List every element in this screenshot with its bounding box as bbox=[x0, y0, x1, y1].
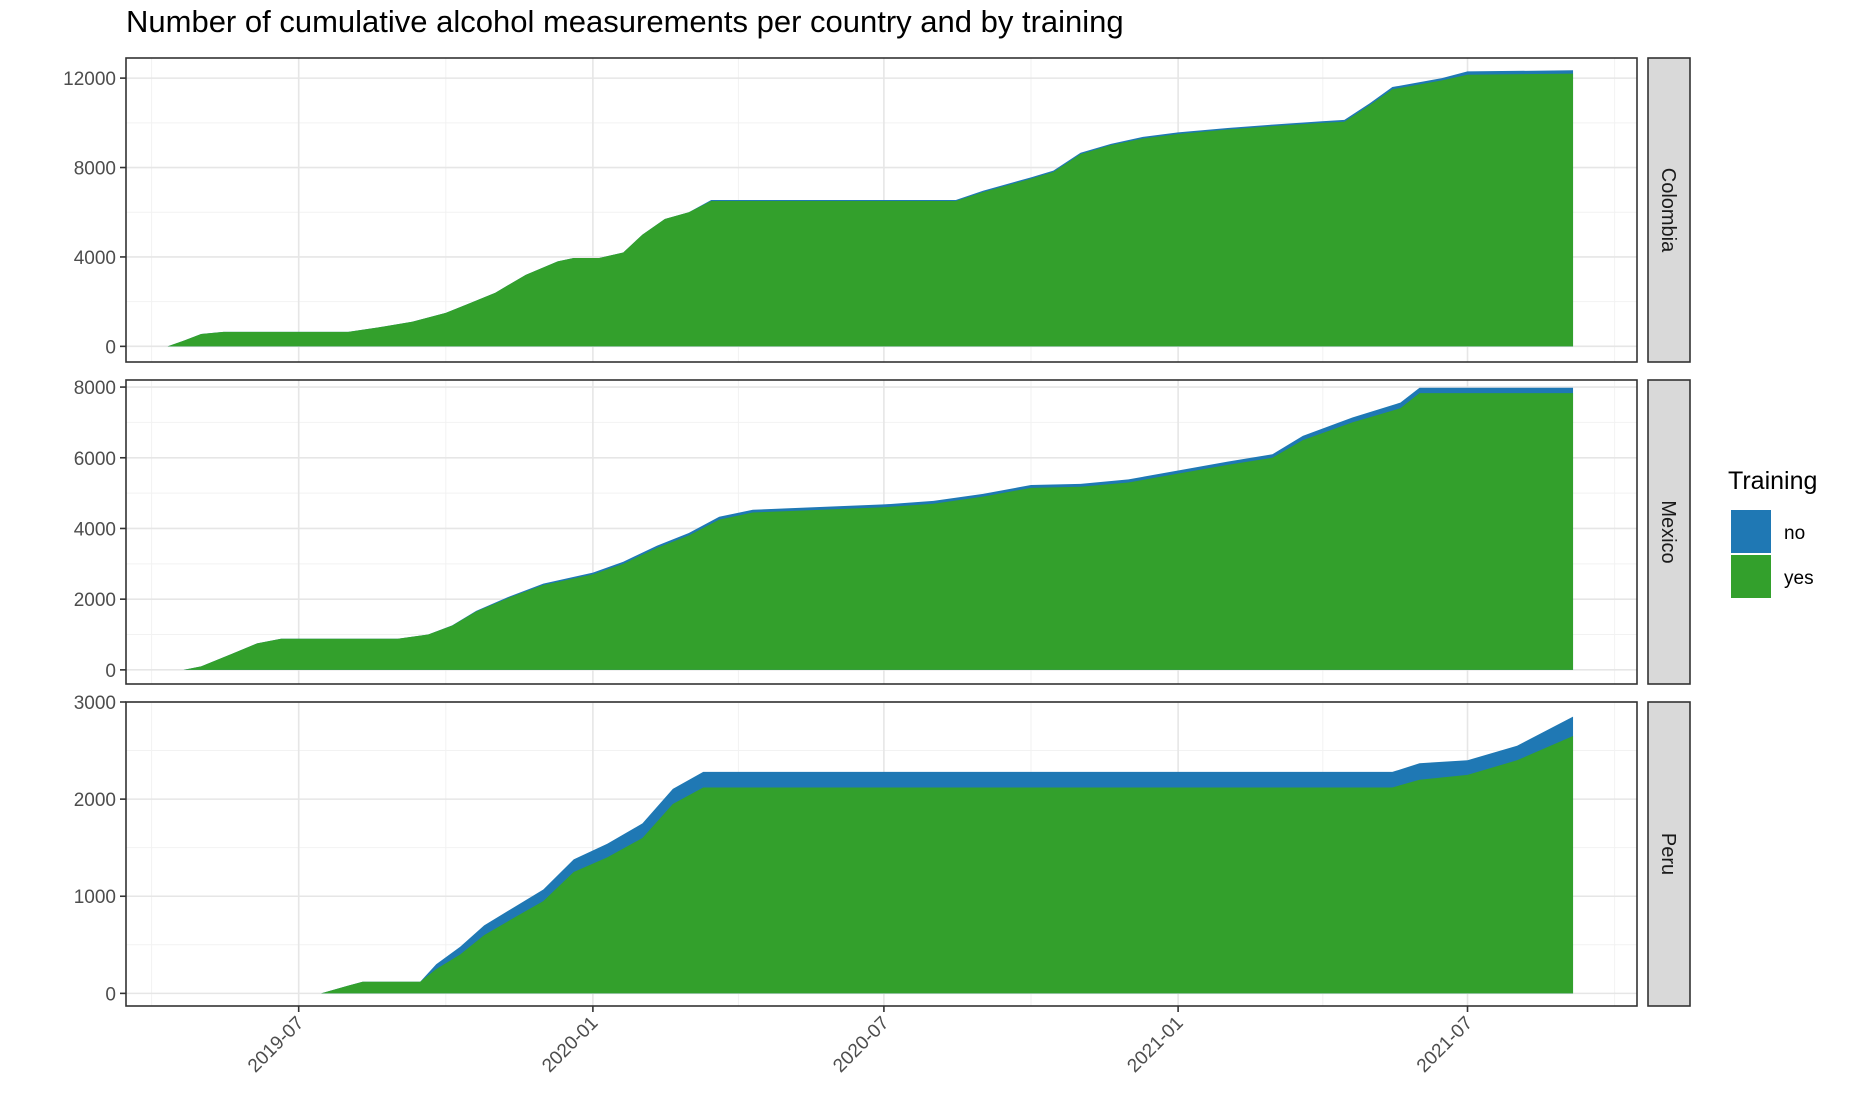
legend-key-yes bbox=[1731, 555, 1771, 598]
legend-label: yes bbox=[1784, 568, 1814, 589]
y-tick-label: 12000 bbox=[63, 69, 116, 90]
y-tick-label: 4000 bbox=[74, 248, 116, 269]
y-tick-label: 2000 bbox=[74, 590, 116, 611]
facet-strip bbox=[1647, 57, 1691, 363]
panel-mexico: 0 2000 4000 6000 8000 Mexico bbox=[74, 378, 1691, 685]
facet-label: Mexico bbox=[1657, 500, 1679, 563]
panel-peru: 0 1000 2000 3000 Peru bbox=[74, 693, 1691, 1007]
legend: Training no yes bbox=[1728, 467, 1817, 598]
area-yes bbox=[183, 393, 1574, 670]
y-tick-label: 0 bbox=[105, 337, 116, 358]
x-tick-label: 2020-07 bbox=[829, 1013, 893, 1077]
legend-title: Training bbox=[1728, 467, 1817, 495]
x-tick-label: 2020-01 bbox=[538, 1013, 602, 1077]
x-tick-label: 2021-07 bbox=[1413, 1013, 1477, 1077]
y-tick-label: 3000 bbox=[74, 693, 116, 714]
y-tick-label: 8000 bbox=[74, 159, 116, 180]
panel-border bbox=[125, 57, 1638, 363]
panel-border bbox=[125, 379, 1638, 685]
y-tick-label: 1000 bbox=[74, 887, 116, 908]
y-tick-label: 0 bbox=[105, 984, 116, 1005]
facet-strip bbox=[1647, 701, 1691, 1007]
facet-label: Colombia bbox=[1657, 168, 1679, 253]
panel-colombia: 0 4000 8000 12000 Colombia bbox=[63, 57, 1691, 363]
facet-strip bbox=[1647, 379, 1691, 685]
y-tick-label: 8000 bbox=[74, 378, 116, 399]
facet-label: Peru bbox=[1657, 833, 1679, 875]
legend-label: no bbox=[1784, 523, 1805, 544]
panel-border bbox=[125, 701, 1638, 1007]
legend-key-no bbox=[1731, 510, 1771, 553]
y-tick-label: 0 bbox=[105, 661, 116, 682]
x-tick-label: 2019-07 bbox=[244, 1013, 308, 1077]
y-tick-label: 4000 bbox=[74, 519, 116, 540]
y-tick-label: 6000 bbox=[74, 449, 116, 470]
area-yes bbox=[321, 735, 1574, 994]
chart-title: Number of cumulative alcohol measurement… bbox=[126, 4, 1124, 39]
y-tick-label: 2000 bbox=[74, 790, 116, 811]
x-tick-label: 2021-01 bbox=[1123, 1013, 1187, 1077]
area-yes bbox=[167, 73, 1574, 347]
